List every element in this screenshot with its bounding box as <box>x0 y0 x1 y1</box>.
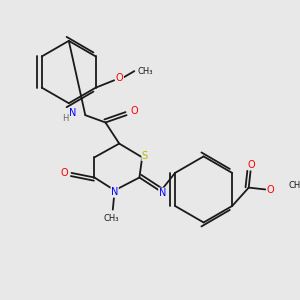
Text: O: O <box>60 168 68 178</box>
Text: H: H <box>62 114 68 123</box>
Text: CH₃: CH₃ <box>103 214 119 223</box>
Text: S: S <box>142 151 148 160</box>
Text: O: O <box>267 185 274 195</box>
Text: O: O <box>248 160 255 170</box>
Text: N: N <box>159 188 166 198</box>
Text: CH₃: CH₃ <box>289 181 300 190</box>
Text: O: O <box>130 106 138 116</box>
Text: N: N <box>69 108 76 118</box>
Text: N: N <box>111 187 118 197</box>
Text: O: O <box>116 73 124 82</box>
Text: CH₃: CH₃ <box>138 67 153 76</box>
